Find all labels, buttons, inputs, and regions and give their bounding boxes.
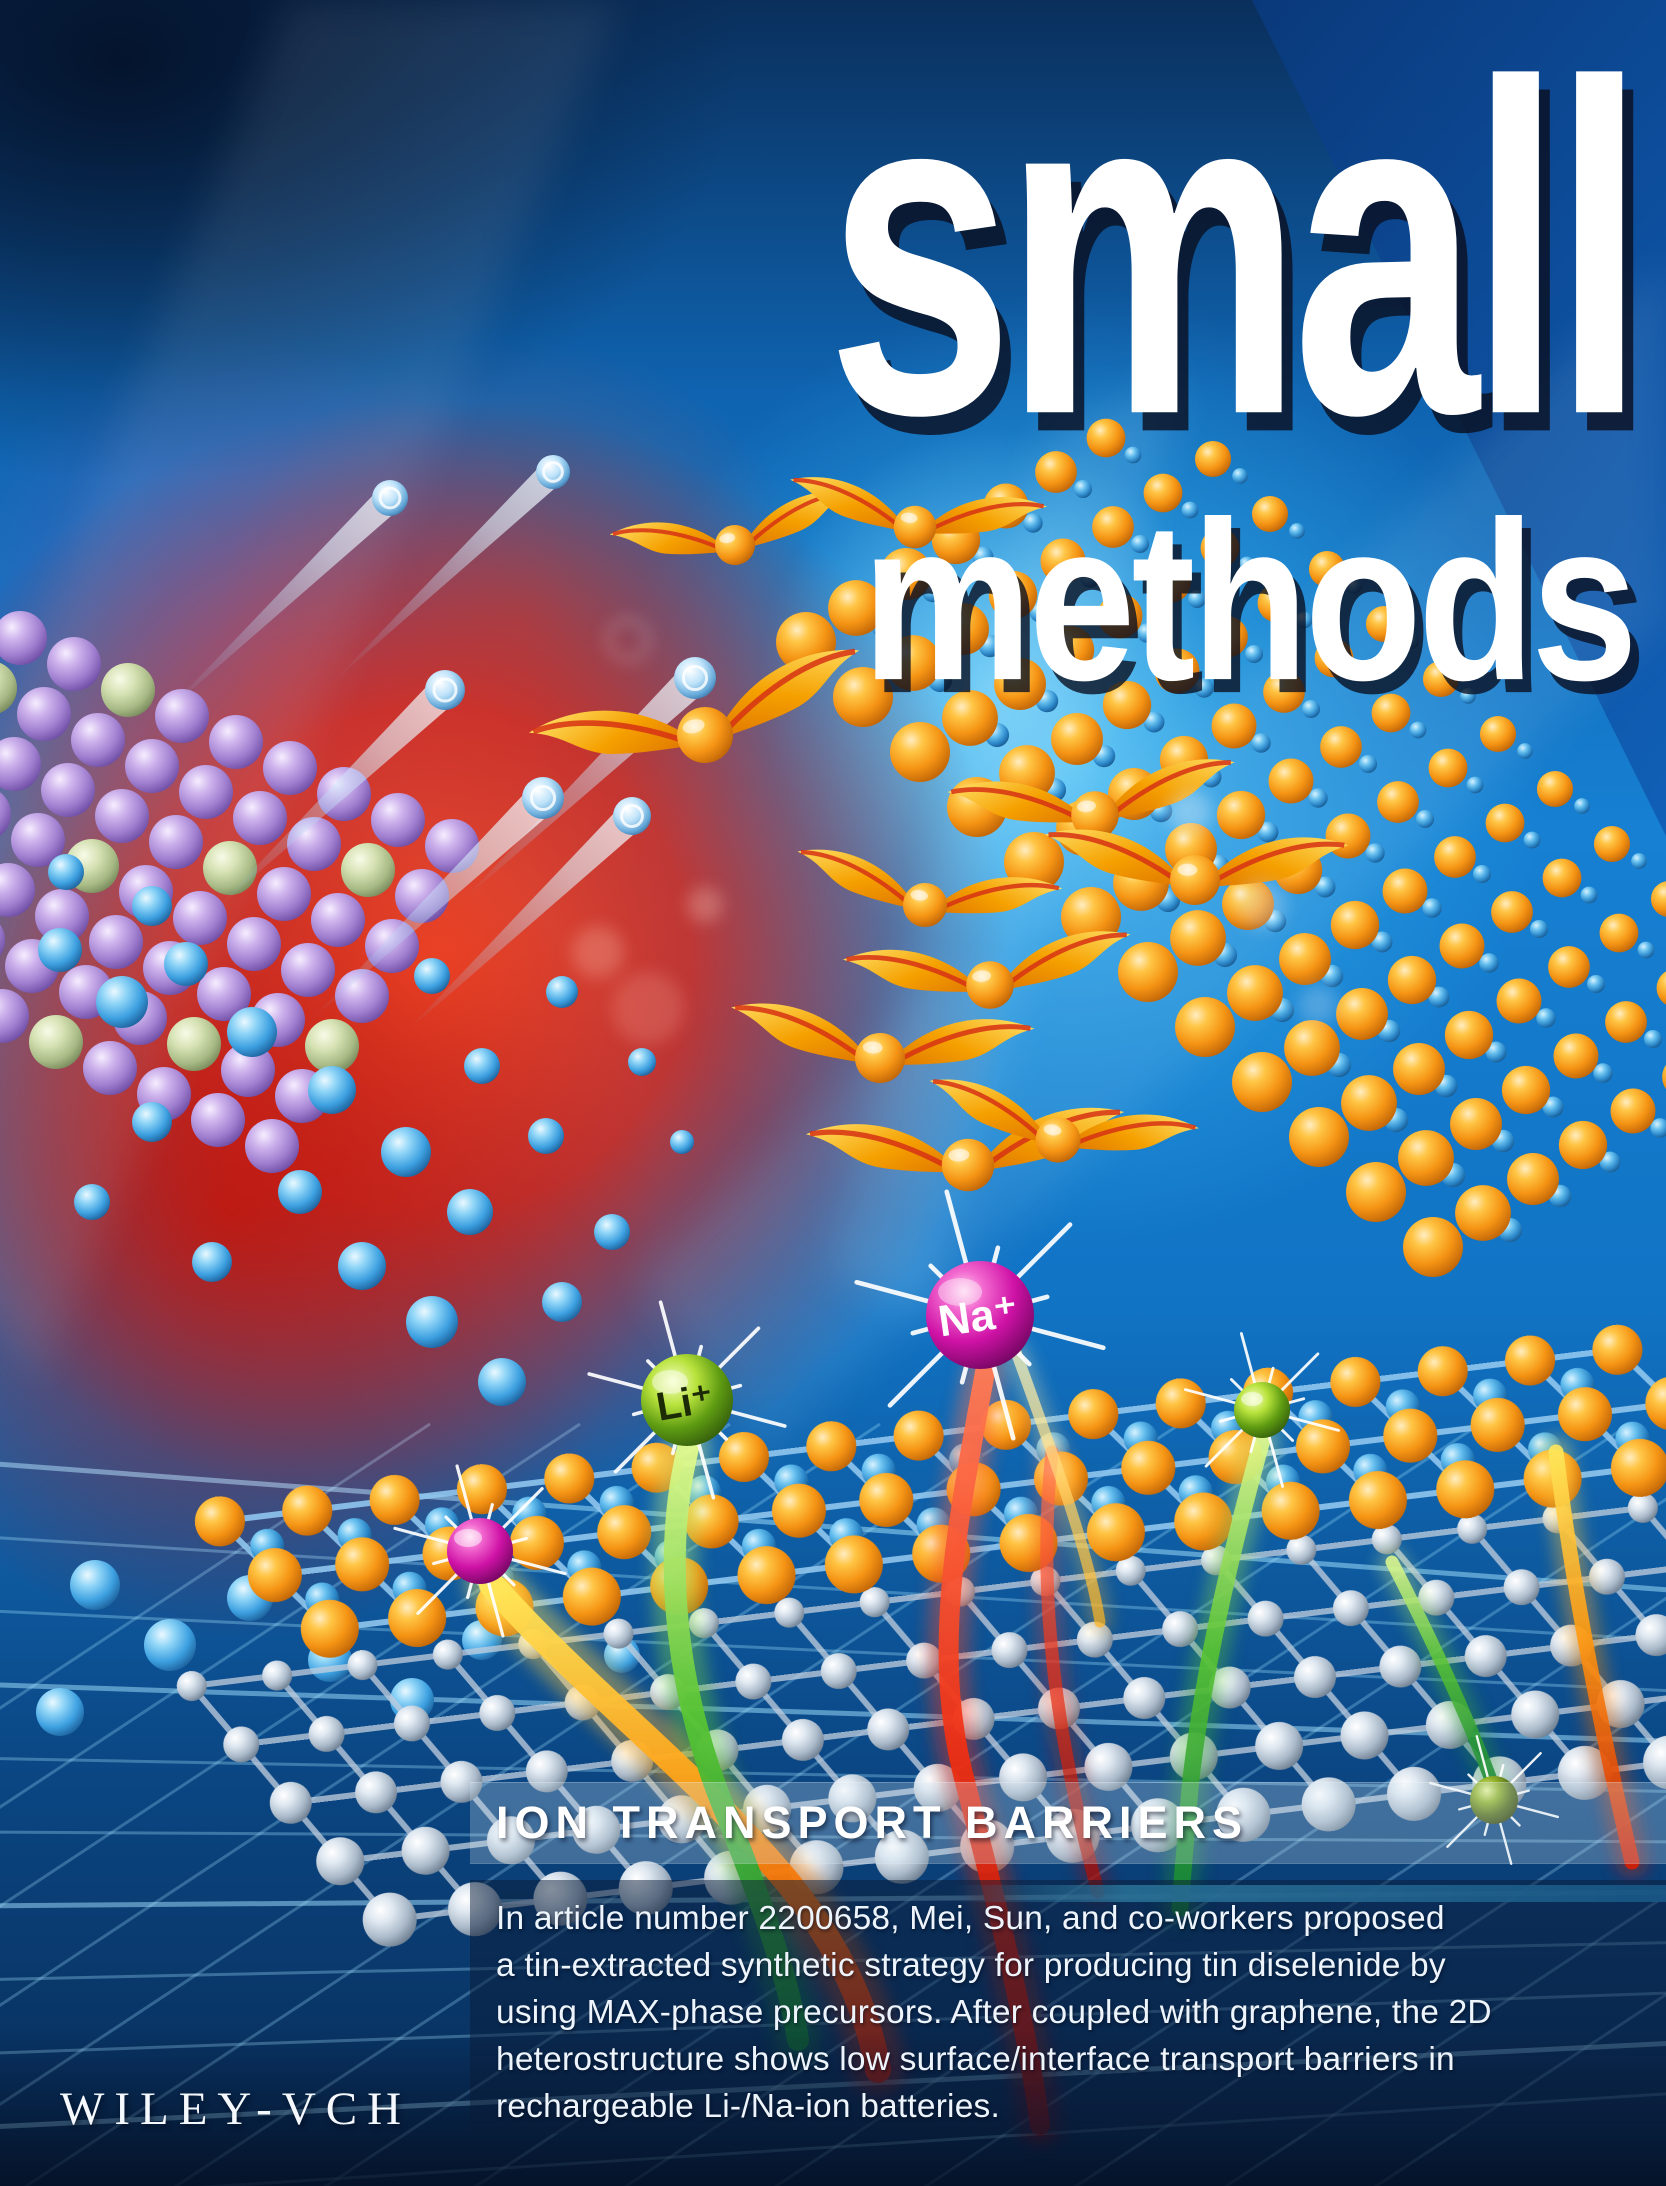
ion-layer: Li⁺ Na⁺ bbox=[393, 1192, 1559, 1865]
journal-title: small bbox=[826, 0, 1646, 513]
feature-description-line: using MAX-phase precursors. After couple… bbox=[496, 1994, 1492, 2031]
publisher-logo: WILEY-VCH bbox=[60, 2083, 412, 2135]
feature-description-line: a tin-extracted synthetic strategy for p… bbox=[496, 1947, 1446, 1984]
feature-description-line: rechargeable Li-/Na-ion batteries. bbox=[496, 2088, 1000, 2125]
feature-description-panel: In article number 2200658, Mei, Sun, and… bbox=[470, 1880, 1666, 2134]
sodium-ion-sphere bbox=[926, 1261, 1034, 1369]
bokeh-highlights bbox=[572, 618, 1338, 1044]
feature-heading-strip: ION TRANSPORT BARRIERS bbox=[470, 1782, 1666, 1864]
scattered-blue-atoms bbox=[36, 854, 694, 1736]
feature-description-line: heterostructure shows low surface/interf… bbox=[496, 2041, 1455, 2078]
journal-subtitle: methods bbox=[861, 473, 1638, 728]
feature-description-line: In article number 2200658, Mei, Sun, and… bbox=[496, 1900, 1445, 1937]
feature-heading: ION TRANSPORT BARRIERS bbox=[496, 1797, 1249, 1848]
sodium-ion-label: Na⁺ bbox=[935, 1287, 1021, 1347]
lithium-ion-label: Li⁺ bbox=[653, 1377, 716, 1430]
lithium-ion-sphere bbox=[641, 1354, 733, 1446]
